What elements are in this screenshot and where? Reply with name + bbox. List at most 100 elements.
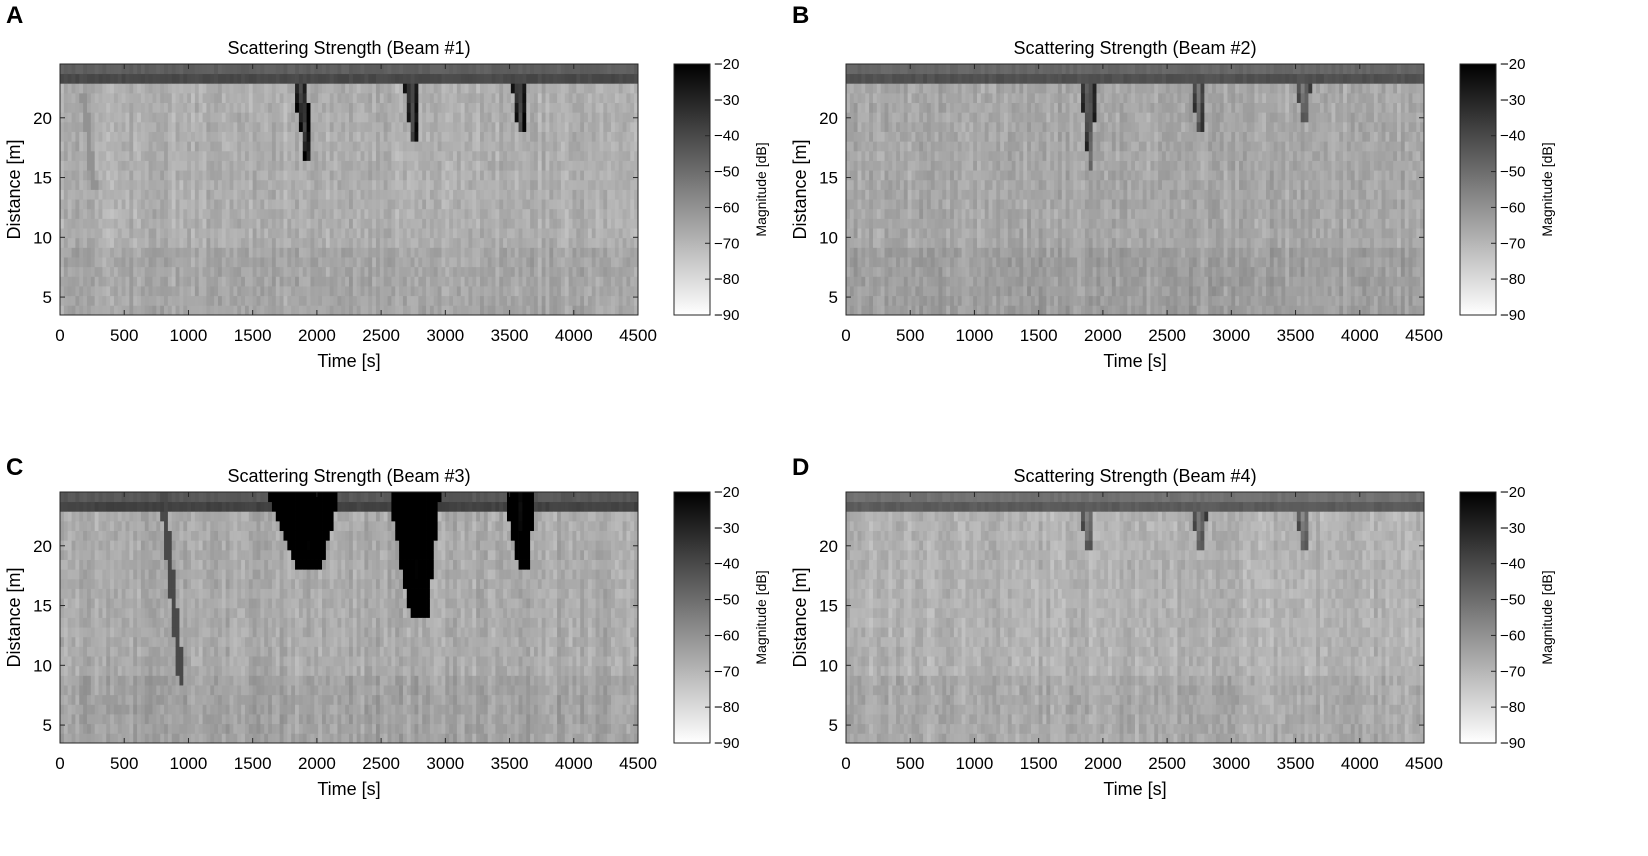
heatmap-cell [187, 121, 192, 132]
heatmap-cell [537, 179, 543, 190]
heatmap-cell [106, 141, 111, 152]
heatmap-cell [957, 266, 962, 277]
heatmap-cell [183, 218, 188, 229]
heatmap-cell [491, 189, 496, 200]
heatmap-cell [379, 208, 385, 219]
heatmap-cell [214, 102, 219, 113]
heatmap-cell [83, 237, 88, 248]
heatmap-cell [283, 83, 288, 94]
heatmap-cell [221, 64, 227, 75]
heatmap-cell [125, 199, 130, 210]
heatmap-cell [395, 73, 400, 84]
heatmap-cell [349, 228, 354, 239]
heatmap-cell [191, 276, 196, 287]
heatmap-cell [406, 208, 412, 219]
heatmap-cell [861, 247, 866, 258]
heatmap-cell [137, 257, 142, 268]
heatmap-cell [137, 295, 142, 306]
heatmap-cell [503, 102, 508, 113]
heatmap-cell [884, 102, 889, 113]
heatmap-cell [171, 266, 176, 277]
heatmap-cell [626, 295, 631, 306]
heatmap-cell [518, 257, 523, 268]
heatmap-cell [268, 64, 273, 75]
heatmap-cell [530, 83, 535, 94]
heatmap-cell [325, 131, 331, 142]
heatmap-cell [117, 102, 123, 113]
heatmap-cell [368, 131, 373, 142]
heatmap-cell [248, 295, 254, 306]
heatmap-cell [614, 112, 620, 123]
heatmap-cell [418, 228, 423, 239]
heatmap-cell [341, 189, 346, 200]
heatmap-cell [899, 199, 905, 210]
heatmap-cell [896, 64, 901, 75]
heatmap-cell [217, 179, 223, 190]
heatmap-cell [256, 189, 261, 200]
heatmap-cell [634, 64, 639, 75]
heatmap-cell [464, 228, 469, 239]
heatmap-cell [607, 228, 612, 239]
heatmap-cell [287, 208, 292, 219]
heatmap-cell [318, 208, 323, 219]
heatmap-cell [102, 295, 107, 306]
heatmap-cell [953, 112, 959, 123]
heatmap-cell [460, 237, 465, 248]
heatmap-cell [187, 150, 192, 161]
heatmap-cell [576, 266, 581, 277]
heatmap-cell [221, 286, 227, 297]
heatmap-cell [915, 228, 920, 239]
heatmap-cell [279, 218, 284, 229]
heatmap-cell [106, 131, 111, 142]
heatmap-cell [295, 218, 300, 229]
heatmap-cell [980, 276, 986, 287]
heatmap-cell [861, 276, 866, 287]
heatmap-cell [449, 179, 454, 190]
heatmap-cell [896, 121, 901, 132]
heatmap-cell [634, 228, 639, 239]
heatmap-cell [140, 295, 146, 306]
heatmap-cell [607, 131, 612, 142]
heatmap-cell [302, 150, 308, 161]
heatmap-cell [923, 247, 928, 258]
heatmap-cell [322, 228, 327, 239]
heatmap-cell [476, 276, 481, 287]
heatmap-cell [399, 64, 404, 75]
heatmap-cell [298, 179, 304, 190]
heatmap-cell [395, 305, 400, 316]
heatmap-cell [557, 150, 562, 161]
heatmap-cell [930, 179, 936, 190]
heatmap-cell [156, 141, 161, 152]
heatmap-cell [568, 131, 573, 142]
heatmap-cell [618, 247, 623, 258]
heatmap-cell [464, 73, 469, 84]
heatmap-cell [364, 131, 369, 142]
heatmap-cell [318, 199, 323, 210]
heatmap-cell [325, 160, 331, 171]
heatmap-cell [942, 131, 947, 142]
heatmap-cell [857, 266, 862, 277]
heatmap-cell [144, 83, 150, 94]
heatmap-cell [930, 83, 936, 94]
heatmap-cell [549, 228, 554, 239]
heatmap-cell [206, 257, 211, 268]
heatmap-cell [468, 218, 473, 229]
heatmap-cell [903, 64, 909, 75]
heatmap-cell [341, 121, 346, 132]
heatmap-cell [449, 170, 454, 181]
heatmap-cell [175, 73, 180, 84]
heatmap-cell [86, 112, 92, 123]
heatmap-cell [67, 208, 72, 219]
heatmap-cell [630, 83, 635, 94]
heatmap-cell [214, 237, 219, 248]
heatmap-cell [94, 179, 99, 190]
heatmap-cell [333, 237, 338, 248]
heatmap-cell [506, 218, 512, 229]
heatmap-cell [846, 160, 851, 171]
heatmap-cell [907, 247, 912, 258]
heatmap-cell [121, 160, 126, 171]
heatmap-cell [152, 228, 157, 239]
heatmap-cell [137, 286, 142, 297]
heatmap-cell [522, 83, 527, 94]
heatmap-cell [310, 102, 315, 113]
